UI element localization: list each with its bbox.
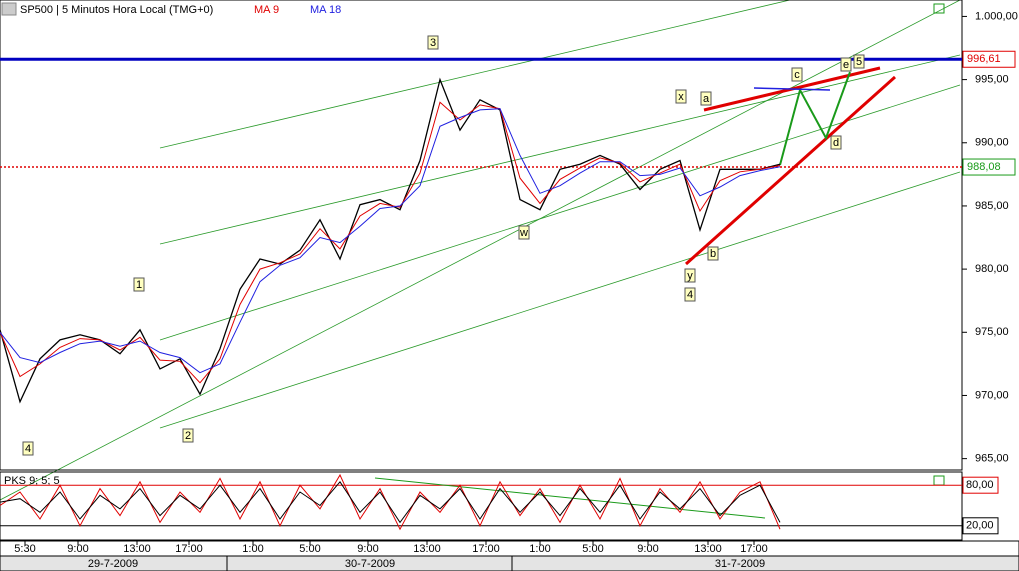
date-label: 31-7-2009 xyxy=(715,558,765,570)
plot-border xyxy=(0,0,963,471)
wave-label: 5 xyxy=(856,56,862,68)
wave-label: 2 xyxy=(185,430,191,442)
wave-box xyxy=(684,268,696,283)
wave-label: x xyxy=(678,91,684,103)
y-tick-label: 20,00 xyxy=(966,520,994,532)
series-line xyxy=(0,108,781,374)
x-tick-label: 17:00 xyxy=(175,543,203,555)
legend-entry: MA 9 xyxy=(254,4,279,16)
series-line xyxy=(0,480,781,524)
wave-box xyxy=(840,57,852,72)
x-tick-label: 13:00 xyxy=(123,543,151,555)
x-tick-label: 5:00 xyxy=(299,543,320,555)
x-tick-label: 13:00 xyxy=(694,543,722,555)
wave-box xyxy=(830,135,842,150)
date-label: 30-7-2009 xyxy=(345,558,395,570)
cfd-icon xyxy=(1,2,17,16)
wave-box xyxy=(427,35,439,50)
wave-label: 1 xyxy=(136,279,142,291)
wave-label: b xyxy=(710,248,716,260)
wave-box xyxy=(853,54,865,69)
price-tag-label: 996,61 xyxy=(967,53,1001,65)
trend-line xyxy=(374,477,766,519)
y-tick-label: 990,00 xyxy=(975,137,1009,149)
x-tick-label: 9:00 xyxy=(357,543,378,555)
wave-box xyxy=(22,441,34,456)
wave-label: w xyxy=(519,227,528,239)
chart-title: SP500 | 5 Minutos Hora Local (TMG+0) xyxy=(20,4,213,16)
x-tick-label: 5:00 xyxy=(582,543,603,555)
wave-box xyxy=(700,91,712,106)
y-tick-label: 980,00 xyxy=(975,263,1009,275)
y-tick-label: 1.000,00 xyxy=(975,10,1018,22)
x-tick-label: 9:00 xyxy=(637,543,658,555)
wave-box xyxy=(791,67,803,82)
legend-entry: MA 18 xyxy=(310,4,341,16)
wave-label: y xyxy=(687,270,693,282)
x-tick-label: 1:00 xyxy=(529,543,550,555)
wave-label: 3 xyxy=(430,37,436,49)
wave-box xyxy=(707,246,719,261)
wave-box xyxy=(133,277,145,292)
wave-label: 4 xyxy=(687,289,693,301)
y-tick-label: 995,00 xyxy=(975,74,1009,86)
y-tick-label: 975,00 xyxy=(975,326,1009,338)
wave-label: c xyxy=(794,69,800,81)
x-tick-label: 9:00 xyxy=(67,543,88,555)
x-tick-label: 17:00 xyxy=(472,543,500,555)
wave-path xyxy=(779,71,851,166)
wave-box xyxy=(518,225,530,240)
date-axis xyxy=(0,555,1019,571)
price-tag xyxy=(962,50,1016,68)
y-tick-label: 80,00 xyxy=(966,479,994,491)
date-label: 29-7-2009 xyxy=(88,558,138,570)
x-tick-label: 1:00 xyxy=(242,543,263,555)
x-tick-label: 13:00 xyxy=(413,543,441,555)
time-axis xyxy=(0,540,1019,557)
oscillator-border xyxy=(0,471,963,541)
c-line xyxy=(753,87,831,91)
x-tick-label: 17:00 xyxy=(740,543,768,555)
y-tick-label: 985,00 xyxy=(975,200,1009,212)
y-tick-label: 970,00 xyxy=(975,389,1009,401)
maximize-button[interactable] xyxy=(933,3,945,14)
wave-label: e xyxy=(843,59,849,71)
wave-box xyxy=(684,287,696,302)
x-tick-label: 5:30 xyxy=(14,543,35,555)
series-line xyxy=(0,77,781,404)
wave-label: 4 xyxy=(25,443,31,455)
price-tag-label: 988,08 xyxy=(967,161,1001,173)
y-tick-label: 965,00 xyxy=(975,453,1009,465)
price-tag xyxy=(962,158,1016,176)
wave-box xyxy=(675,89,687,104)
level-tag xyxy=(962,517,999,535)
wave-box xyxy=(182,428,194,443)
channel-lines xyxy=(0,0,961,501)
wave-label: a xyxy=(703,93,710,105)
oscillator-title: PKS 9; 5; 5 xyxy=(4,475,60,487)
wave-label: d xyxy=(833,137,839,149)
level-tag xyxy=(962,476,999,494)
